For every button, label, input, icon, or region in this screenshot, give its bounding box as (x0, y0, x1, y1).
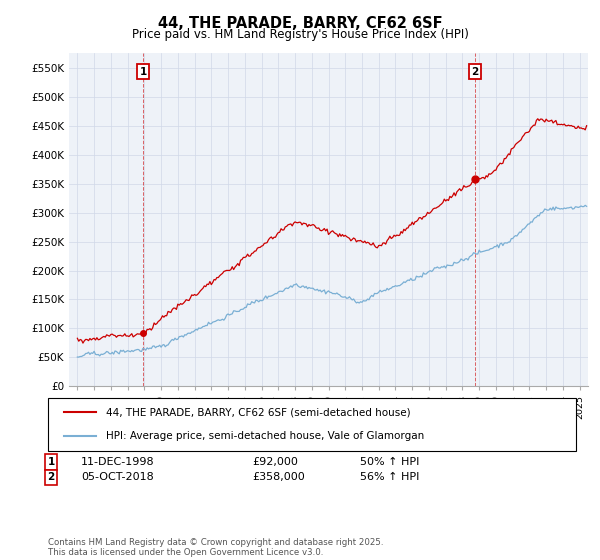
Text: 2: 2 (472, 67, 479, 77)
Text: 1: 1 (139, 67, 146, 77)
Text: Contains HM Land Registry data © Crown copyright and database right 2025.
This d: Contains HM Land Registry data © Crown c… (48, 538, 383, 557)
Text: 1: 1 (47, 457, 55, 467)
Text: £358,000: £358,000 (252, 472, 305, 482)
Text: Price paid vs. HM Land Registry's House Price Index (HPI): Price paid vs. HM Land Registry's House … (131, 28, 469, 41)
Text: 2: 2 (47, 472, 55, 482)
FancyBboxPatch shape (48, 398, 576, 451)
Text: 44, THE PARADE, BARRY, CF62 6SF: 44, THE PARADE, BARRY, CF62 6SF (158, 16, 442, 31)
Text: 56% ↑ HPI: 56% ↑ HPI (360, 472, 419, 482)
Text: 50% ↑ HPI: 50% ↑ HPI (360, 457, 419, 467)
Text: HPI: Average price, semi-detached house, Vale of Glamorgan: HPI: Average price, semi-detached house,… (106, 431, 424, 441)
Text: 11-DEC-1998: 11-DEC-1998 (81, 457, 155, 467)
Text: 44, THE PARADE, BARRY, CF62 6SF (semi-detached house): 44, THE PARADE, BARRY, CF62 6SF (semi-de… (106, 408, 411, 418)
Text: 05-OCT-2018: 05-OCT-2018 (81, 472, 154, 482)
Text: £92,000: £92,000 (252, 457, 298, 467)
